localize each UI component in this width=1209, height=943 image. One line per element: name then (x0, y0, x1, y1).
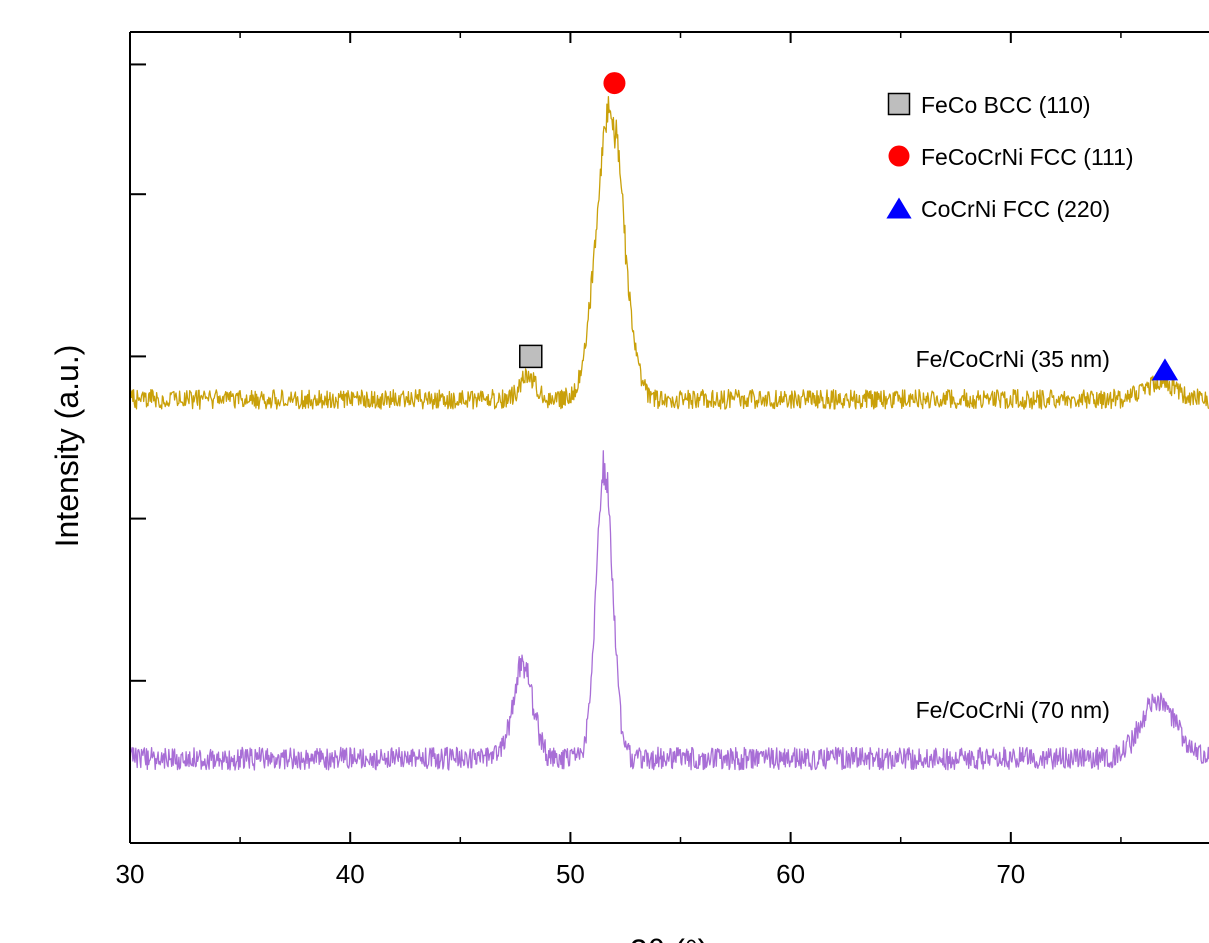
x-tick-label: 40 (336, 859, 365, 889)
legend: FeCo BCC (110) FeCoCrNi FCC (111) CoCrNi F… (886, 92, 1134, 222)
series-layer: Fe/CoCrNi (35 nm) Fe/CoCrNi (70 nm) (129, 96, 1209, 771)
axes-layer: 30 40 50 60 70 (116, 31, 1209, 889)
y-axis-title: Intensity (a.u.) (49, 345, 85, 548)
series-label-2: Fe/CoCrNi (70 nm) (916, 697, 1110, 723)
legend-symbol-circle (888, 145, 910, 167)
series-line-1 (129, 96, 1209, 410)
legend-symbol-triangle (886, 197, 912, 219)
legend-label: CoCrNi FCC (220) (921, 196, 1110, 222)
peak-marker-square (519, 344, 543, 369)
series-label-1: Fe/CoCrNi (35 nm) (916, 346, 1110, 372)
peak-marker-triangle (1151, 358, 1179, 381)
x-tick-label: 60 (776, 859, 805, 889)
legend-label: FeCo BCC (110) (921, 92, 1091, 118)
legend-symbol-square (887, 92, 911, 116)
series-line-2 (129, 450, 1209, 771)
x-axis-title: 2θ (°) (630, 933, 709, 943)
peak-marker-layer (519, 72, 1179, 381)
peak-marker-circle (603, 72, 626, 95)
x-tick-label: 50 (556, 859, 585, 889)
legend-label: FeCoCrNi FCC (111) (921, 144, 1134, 170)
x-tick-label: 30 (116, 859, 145, 889)
x-tick-label: 70 (996, 859, 1025, 889)
